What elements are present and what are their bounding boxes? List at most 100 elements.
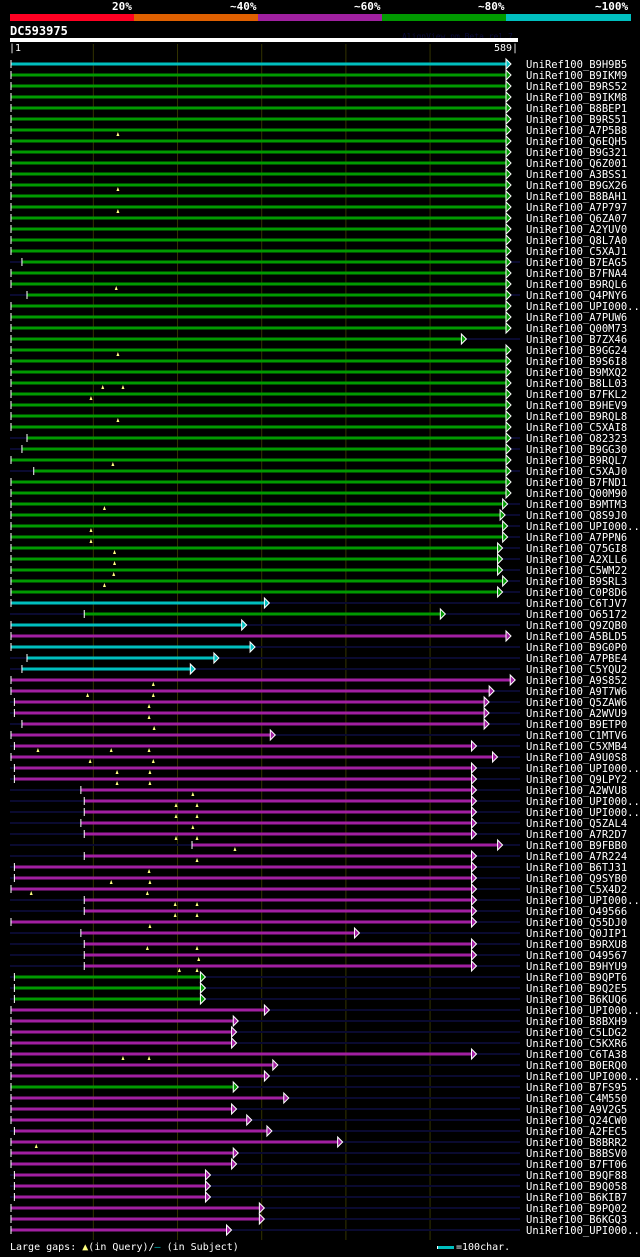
hit-label[interactable]: UniRef100_Q5ZAW6 xyxy=(526,697,627,709)
hit-label[interactable]: UniRef100_B9MXQ2 xyxy=(526,367,627,379)
hit-label[interactable]: UniRef100_O65172 xyxy=(526,609,627,621)
hit-label[interactable]: UniRef100_C5KXR6 xyxy=(526,1038,627,1050)
hit-label[interactable]: UniRef100_Q9SYB0 xyxy=(526,873,627,885)
hit-label[interactable]: UniRef100_UPI000.. xyxy=(526,301,640,313)
hit-label[interactable]: UniRef100_B9PQ02 xyxy=(526,1203,627,1215)
hit-label[interactable]: UniRef100_C6TJV7 xyxy=(526,598,627,610)
hit-label[interactable]: UniRef100_B9G0P0 xyxy=(526,642,627,654)
hit-label[interactable]: UniRef100_B9QPT6 xyxy=(526,972,627,984)
hit-label[interactable]: UniRef100_UPI000.. xyxy=(526,763,640,775)
hit-label[interactable]: UniRef100_UPI000.. xyxy=(526,1225,640,1237)
hit-label[interactable]: UniRef100_B9GX26 xyxy=(526,180,627,192)
hit-label[interactable]: UniRef100_B9QF88 xyxy=(526,1170,627,1182)
hit-label[interactable]: UniRef100_Q55DJ0 xyxy=(526,917,627,929)
hit-label[interactable]: UniRef100_A7R224 xyxy=(526,851,627,863)
hit-label[interactable]: UniRef100_B7FKL2 xyxy=(526,389,627,401)
hit-label[interactable]: UniRef100_A3BSS1 xyxy=(526,169,627,181)
hit-label[interactable]: UniRef100_C5XAI8 xyxy=(526,422,627,434)
hit-label[interactable]: UniRef100_B8LL03 xyxy=(526,378,627,390)
hit-label[interactable]: UniRef100_C0P8D6 xyxy=(526,587,627,599)
hit-label[interactable]: UniRef100_B6KGQ3 xyxy=(526,1214,627,1226)
hit-label[interactable]: UniRef100_B9MTM3 xyxy=(526,499,627,511)
hit-label[interactable]: UniRef100_Q8L7A0 xyxy=(526,235,627,247)
hit-label[interactable]: UniRef100_Q4PNY6 xyxy=(526,290,627,302)
hit-label[interactable]: UniRef100_Q75GI8 xyxy=(526,543,627,555)
hit-label[interactable]: UniRef100_B9IKM8 xyxy=(526,92,627,104)
hit-label[interactable]: UniRef100_B9Q2E5 xyxy=(526,983,627,995)
hit-label[interactable]: UniRef100_UPI000.. xyxy=(526,521,640,533)
hit-label[interactable]: UniRef100_B9RQL7 xyxy=(526,455,627,467)
hit-label[interactable]: UniRef100_B9RS52 xyxy=(526,81,627,93)
hit-label[interactable]: UniRef100_Q9LPY2 xyxy=(526,774,627,786)
hit-label[interactable]: UniRef100_B8BRR2 xyxy=(526,1137,627,1149)
hit-label[interactable]: UniRef100_C5YQU2 xyxy=(526,664,627,676)
hit-label[interactable]: UniRef100_B9Q058 xyxy=(526,1181,627,1193)
hit-label[interactable]: UniRef100_B7FND1 xyxy=(526,477,627,489)
hit-label[interactable]: UniRef100_A9S852 xyxy=(526,675,627,687)
hit-label[interactable]: UniRef100_A2XLL6 xyxy=(526,554,627,566)
hit-label[interactable]: UniRef100_C5LDG2 xyxy=(526,1027,627,1039)
hit-label[interactable]: UniRef100_B9SRL3 xyxy=(526,576,627,588)
hit-label[interactable]: UniRef100_B9H9B5 xyxy=(526,59,627,71)
hit-label[interactable]: UniRef100_B8BEP1 xyxy=(526,103,627,115)
hit-label[interactable]: UniRef100_B6KIB7 xyxy=(526,1192,627,1204)
hit-label[interactable]: UniRef100_C5X4D2 xyxy=(526,884,627,896)
hit-label[interactable]: UniRef100_B9RQL8 xyxy=(526,411,627,423)
hit-label[interactable]: UniRef100_Q6Z001 xyxy=(526,158,627,170)
hit-label[interactable]: UniRef100_B9RXU8 xyxy=(526,939,627,951)
hit-label[interactable]: UniRef100_C5WM22 xyxy=(526,565,627,577)
hit-label[interactable]: UniRef100_B8BAH1 xyxy=(526,191,627,203)
hit-label[interactable]: UniRef100_B8BXH9 xyxy=(526,1016,627,1028)
hit-label[interactable]: UniRef100_Q00M73 xyxy=(526,323,627,335)
hit-label[interactable]: UniRef100_B7FS95 xyxy=(526,1082,627,1094)
hit-label[interactable]: UniRef100_B9RS51 xyxy=(526,114,627,126)
hit-label[interactable]: UniRef100_O49566 xyxy=(526,906,627,918)
hit-label[interactable]: UniRef100_Q6ZA07 xyxy=(526,213,627,225)
hit-label[interactable]: UniRef100_UPI000.. xyxy=(526,895,640,907)
hit-label[interactable]: UniRef100_A2WVU9 xyxy=(526,708,627,720)
hit-label[interactable]: UniRef100_B8BSV0 xyxy=(526,1148,627,1160)
hit-label[interactable]: UniRef100_UPI000.. xyxy=(526,807,640,819)
hit-label[interactable]: UniRef100_UPI000.. xyxy=(526,1071,640,1083)
hit-label[interactable]: UniRef100_Q6EQH5 xyxy=(526,136,627,148)
hit-label[interactable]: UniRef100_A7R2D7 xyxy=(526,829,627,841)
hit-label[interactable]: UniRef100_O49567 xyxy=(526,950,627,962)
hit-label[interactable]: UniRef100_Q8S9J0 xyxy=(526,510,627,522)
hit-label[interactable]: UniRef100_UPI000.. xyxy=(526,796,640,808)
hit-label[interactable]: UniRef100_B7ZX46 xyxy=(526,334,627,346)
hit-label[interactable]: UniRef100_C6TA38 xyxy=(526,1049,627,1061)
hit-label[interactable]: UniRef100_Q00M90 xyxy=(526,488,627,500)
hit-label[interactable]: UniRef100_B7FNA4 xyxy=(526,268,627,280)
hit-label[interactable]: UniRef100_A7PBE4 xyxy=(526,653,627,665)
hit-label[interactable]: UniRef100_C1MTV6 xyxy=(526,730,627,742)
hit-label[interactable]: UniRef100_Q0JIP1 xyxy=(526,928,627,940)
hit-label[interactable]: UniRef100_B9G321 xyxy=(526,147,627,159)
hit-label[interactable]: UniRef100_A2FEC5 xyxy=(526,1126,627,1138)
hit-label[interactable]: UniRef100_B7FT06 xyxy=(526,1159,627,1171)
hit-label[interactable]: UniRef100_A7P5B8 xyxy=(526,125,627,137)
hit-label[interactable]: UniRef100_B9HYU9 xyxy=(526,961,627,973)
hit-label[interactable]: UniRef100_C4M550 xyxy=(526,1093,627,1105)
hit-label[interactable]: UniRef100_B9ETP0 xyxy=(526,719,627,731)
hit-label[interactable]: UniRef100_A7PPN6 xyxy=(526,532,627,544)
hit-label[interactable]: UniRef100_Q9ZQB0 xyxy=(526,620,627,632)
hit-label[interactable]: UniRef100_A9U0S8 xyxy=(526,752,627,764)
hit-label[interactable]: UniRef100_A7PUW6 xyxy=(526,312,627,324)
hit-label[interactable]: UniRef100_B6KUQ6 xyxy=(526,994,627,1006)
hit-label[interactable]: UniRef100_C5XAJ0 xyxy=(526,466,627,478)
hit-label[interactable]: UniRef100_O82323 xyxy=(526,433,627,445)
hit-label[interactable]: UniRef100_B0ERQ0 xyxy=(526,1060,627,1072)
hit-label[interactable]: UniRef100_B9RQL6 xyxy=(526,279,627,291)
hit-label[interactable]: UniRef100_C5XAJ1 xyxy=(526,246,627,258)
hit-label[interactable]: UniRef100_B9S6I8 xyxy=(526,356,627,368)
hit-label[interactable]: UniRef100_A2YUV0 xyxy=(526,224,627,236)
hit-label[interactable]: UniRef100_A7P797 xyxy=(526,202,627,214)
hit-label[interactable]: UniRef100_B9GG30 xyxy=(526,444,627,456)
hit-label[interactable]: UniRef100_B9IKM9 xyxy=(526,70,627,82)
hit-label[interactable]: UniRef100_A5BLD5 xyxy=(526,631,627,643)
hit-label[interactable]: UniRef100_C5XMB4 xyxy=(526,741,627,753)
hit-label[interactable]: UniRef100_Q24CW0 xyxy=(526,1115,627,1127)
hit-label[interactable]: UniRef100_B9FBB0 xyxy=(526,840,627,852)
hit-label[interactable]: UniRef100_A9T7W6 xyxy=(526,686,627,698)
hit-label[interactable]: UniRef100_B7EAG5 xyxy=(526,257,627,269)
